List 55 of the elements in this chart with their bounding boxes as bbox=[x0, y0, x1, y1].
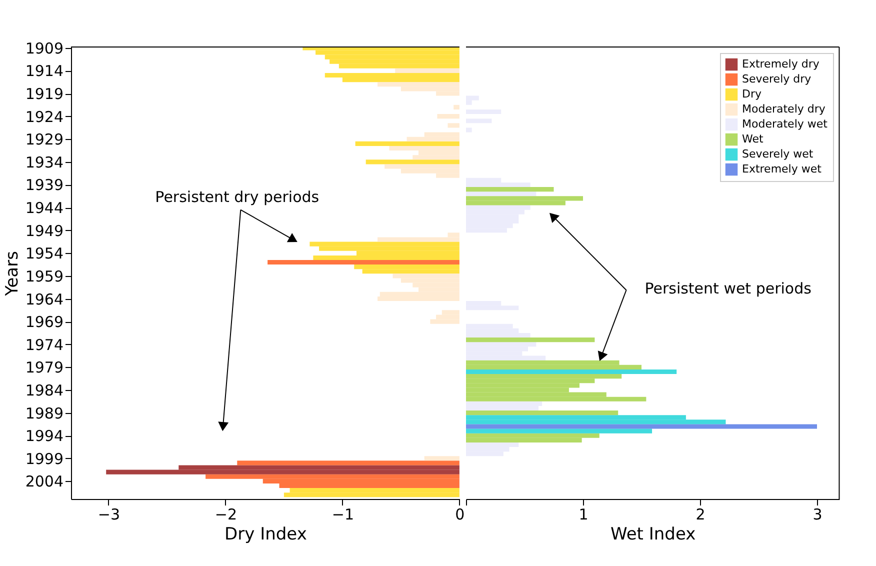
y-tick-label: 2004 bbox=[25, 472, 64, 491]
y-tick-label: 1969 bbox=[25, 313, 64, 332]
bar bbox=[466, 192, 536, 196]
bar bbox=[466, 424, 817, 429]
legend-label: Extremely wet bbox=[742, 162, 822, 176]
bar bbox=[466, 442, 519, 448]
y-tick-label: 1959 bbox=[25, 267, 64, 286]
bar bbox=[466, 182, 530, 188]
y-tick-label: 1939 bbox=[25, 176, 64, 194]
y-tick-label: 1949 bbox=[25, 222, 64, 240]
legend-label: Moderately wet bbox=[742, 118, 828, 130]
y-tick-label: 1944 bbox=[25, 199, 64, 218]
x-tick-label: −3 bbox=[98, 506, 120, 524]
y-tick-label: 1999 bbox=[25, 450, 64, 468]
bar bbox=[466, 342, 536, 347]
x-tick-label: −2 bbox=[214, 506, 238, 524]
legend-label: Severely wet bbox=[742, 148, 814, 160]
x-tick-label: −1 bbox=[332, 506, 354, 524]
annotation: Persistent wet periods bbox=[644, 279, 812, 298]
bar bbox=[466, 374, 622, 379]
x-axis-title: Dry Index bbox=[224, 524, 307, 544]
x-axis-title: Wet Index bbox=[610, 524, 696, 544]
y-tick-label: 1914 bbox=[25, 62, 64, 80]
legend-label: Wet bbox=[742, 132, 764, 146]
y-tick-label: 1994 bbox=[25, 427, 64, 446]
bar bbox=[466, 369, 677, 374]
legend-label: Dry bbox=[742, 88, 762, 100]
annotation: Persistent dry periods bbox=[155, 188, 320, 206]
bar bbox=[466, 406, 539, 411]
y-tick-label: 1979 bbox=[25, 358, 64, 377]
y-tick-label: 1989 bbox=[25, 404, 64, 422]
bar bbox=[466, 338, 595, 342]
bar bbox=[466, 410, 618, 416]
x-tick-label: 1 bbox=[578, 506, 588, 524]
x-tick-label: 0 bbox=[455, 506, 465, 524]
y-axis-title: Years bbox=[2, 250, 22, 297]
bar bbox=[466, 396, 646, 402]
legend-label: Moderately dry bbox=[742, 102, 826, 116]
y-tick-label: 1934 bbox=[25, 153, 64, 172]
y-tick-label: 1924 bbox=[25, 108, 64, 126]
y-tick-label: 1974 bbox=[25, 336, 64, 354]
bar bbox=[466, 187, 554, 192]
y-tick-label: 1964 bbox=[25, 290, 64, 308]
bar bbox=[466, 332, 530, 338]
legend-label: Extremely dry bbox=[742, 58, 820, 70]
y-tick-label: 1909 bbox=[25, 39, 64, 58]
y-tick-label: 1984 bbox=[25, 381, 64, 400]
y-tick-label: 1929 bbox=[25, 130, 64, 149]
bar bbox=[466, 428, 652, 434]
y-tick-label: 1919 bbox=[25, 85, 64, 104]
x-tick-label: 2 bbox=[696, 506, 706, 524]
y-tick-label: 1954 bbox=[25, 244, 64, 263]
x-tick-label: 3 bbox=[812, 506, 822, 524]
bar bbox=[466, 364, 642, 370]
legend-label: Severely dry bbox=[742, 72, 812, 86]
